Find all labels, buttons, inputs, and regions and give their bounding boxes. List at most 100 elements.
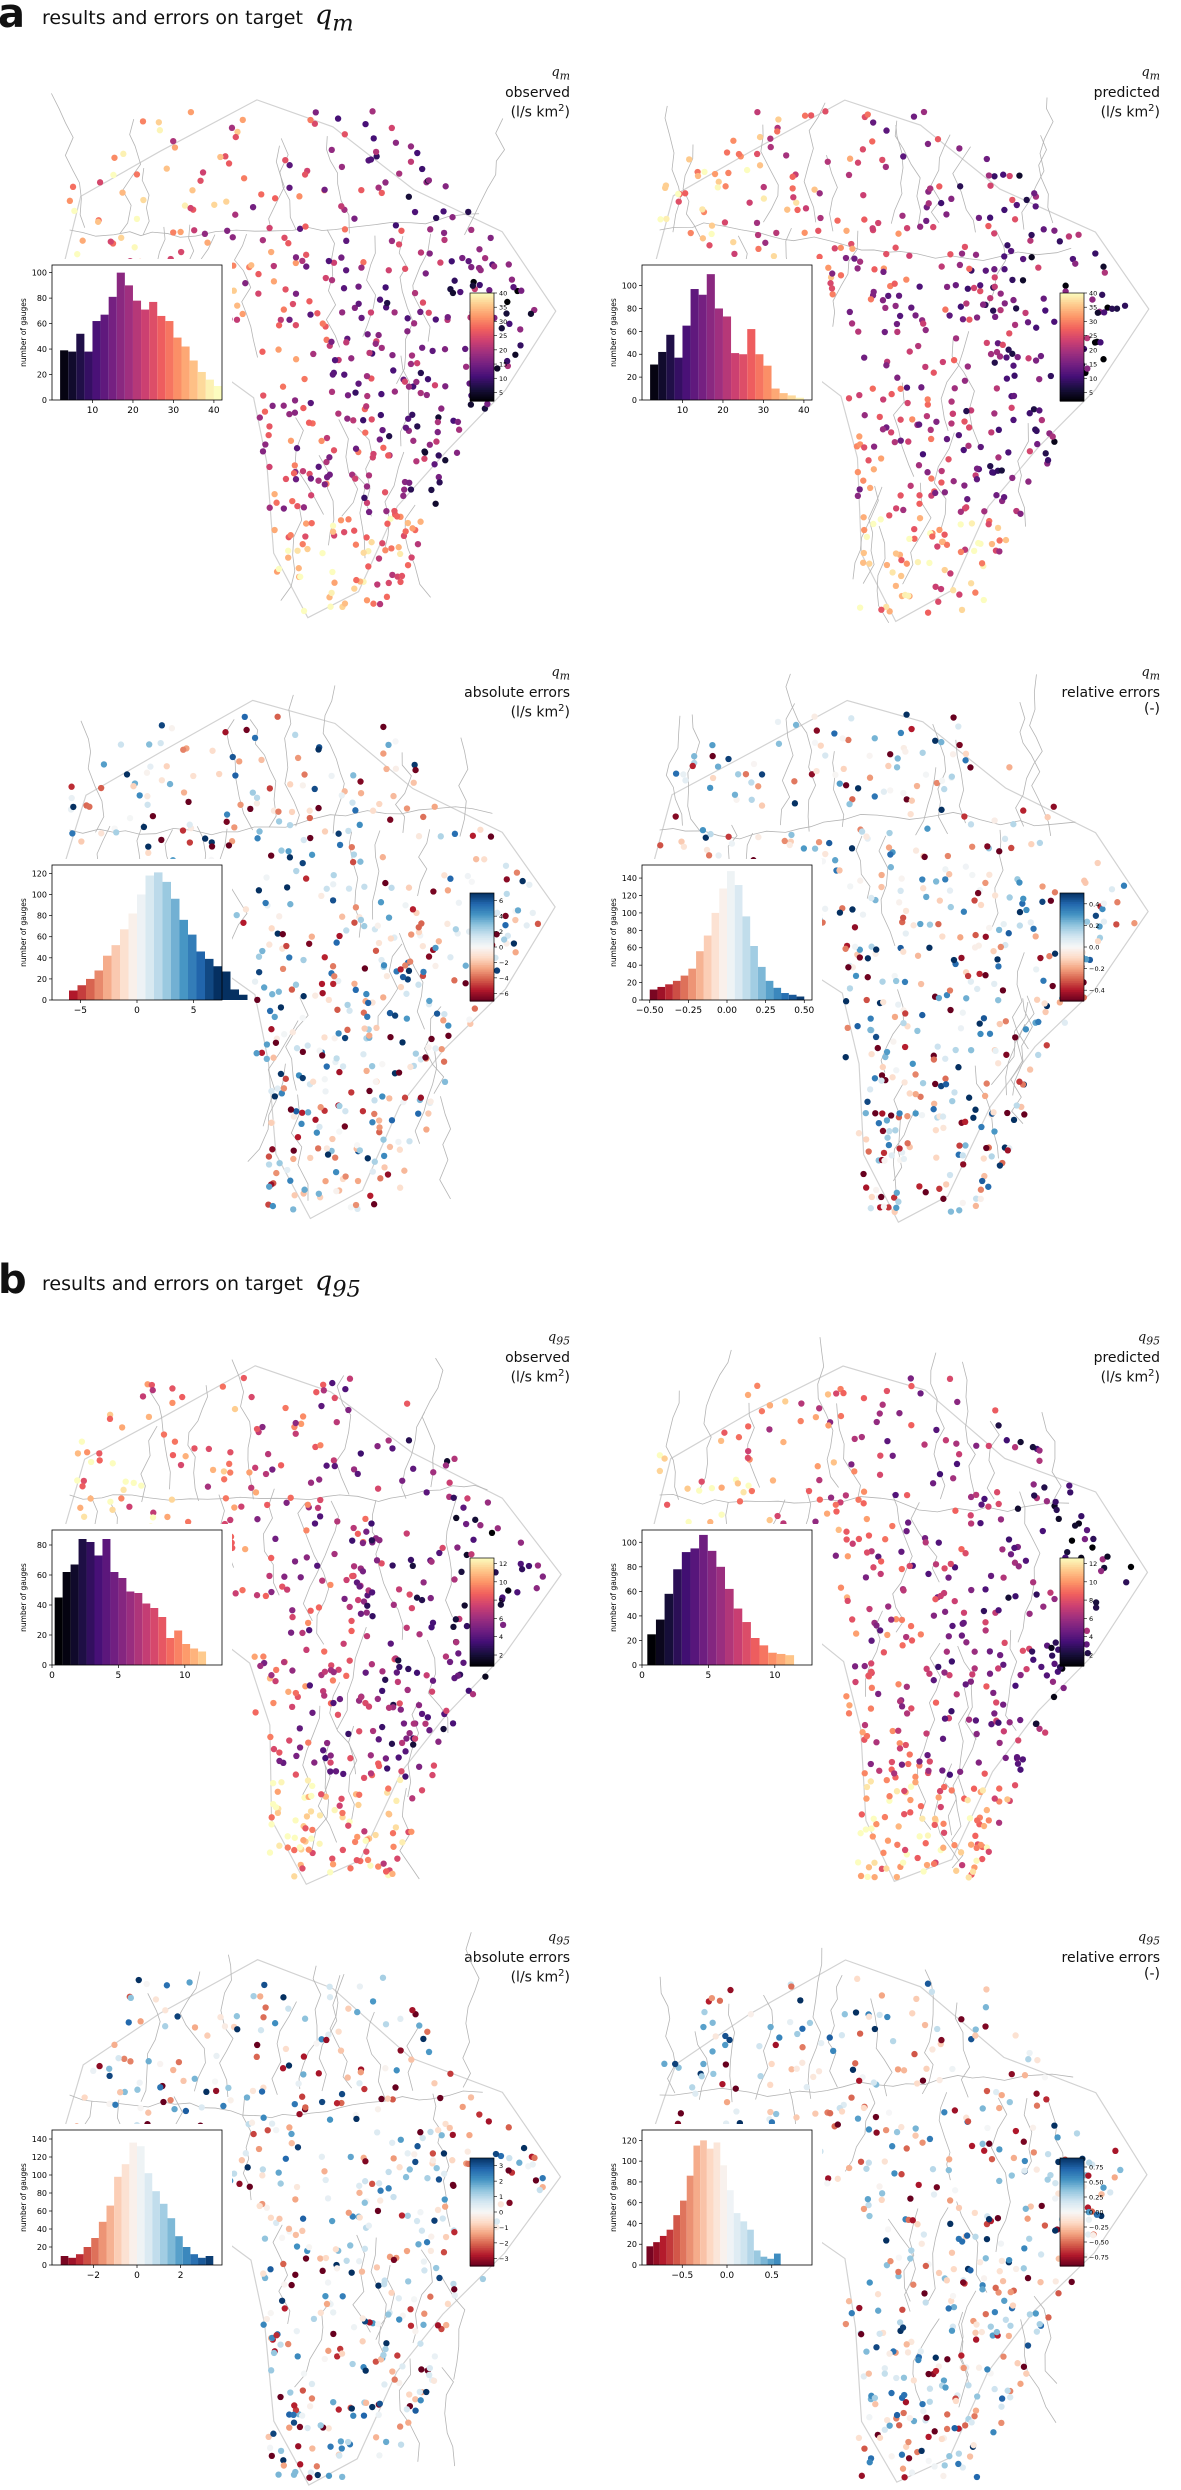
gauge-point — [940, 1113, 946, 1119]
gauge-point — [131, 1480, 137, 1486]
gauge-point — [411, 320, 417, 326]
gauge-point — [960, 1161, 966, 1167]
gauge-point — [338, 2438, 344, 2444]
gauge-point — [262, 408, 268, 414]
gauge-point — [856, 1536, 862, 1542]
gauge-point — [657, 1468, 663, 1474]
gauge-point — [419, 2228, 425, 2234]
gauge-point — [404, 1687, 410, 1693]
gauge-point — [324, 1145, 330, 1151]
gauge-point — [912, 1779, 918, 1785]
gauge-point — [948, 196, 954, 202]
gauge-point — [706, 242, 712, 248]
gauge-point — [866, 1606, 872, 1612]
gauge-point — [905, 1519, 911, 1525]
gauge-point — [817, 190, 823, 196]
gauge-point — [291, 2419, 297, 2425]
gauge-point — [982, 1093, 988, 1099]
gauge-point — [946, 2453, 952, 2459]
gauge-point — [907, 2195, 913, 2201]
gauge-point — [849, 906, 855, 912]
gauge-point — [252, 735, 258, 741]
gauge-point — [1040, 1604, 1046, 1610]
gauge-point — [383, 766, 389, 772]
gauge-point — [970, 1115, 976, 1121]
gauge-point — [297, 1725, 303, 1731]
gauge-point — [352, 389, 358, 395]
gauge-point — [675, 191, 681, 197]
gauge-point — [994, 956, 1000, 962]
gauge-point — [146, 741, 152, 747]
gauge-point — [330, 981, 336, 987]
histogram-bar — [206, 2256, 214, 2265]
gauge-point — [361, 1775, 367, 1781]
gauge-point — [407, 2306, 413, 2312]
histogram-x-tick-label: 10 — [769, 1671, 781, 1681]
gauge-point — [395, 1139, 401, 1145]
gauge-point — [320, 1382, 326, 1388]
gauge-point — [111, 155, 117, 161]
gauge-point — [715, 763, 721, 769]
gauge-point — [335, 1712, 341, 1718]
gauge-point — [267, 785, 273, 791]
gauge-point — [237, 802, 243, 808]
gauge-point — [379, 540, 385, 546]
gauge-point — [369, 2181, 375, 2187]
histogram-y-tick-label: 80 — [37, 912, 47, 921]
gauge-point — [466, 1016, 472, 1022]
histogram-bar — [163, 882, 172, 1000]
gauge-point — [299, 258, 305, 264]
gauge-point — [380, 724, 386, 730]
gauge-point — [470, 1537, 476, 1543]
gauge-point — [343, 1673, 349, 1679]
gauge-point — [735, 771, 741, 777]
gauge-point — [888, 391, 894, 397]
gauge-point — [900, 915, 906, 921]
gauge-point — [352, 807, 358, 813]
gauge-point — [309, 520, 315, 526]
gauge-point — [672, 2061, 678, 2067]
river-line — [81, 721, 104, 833]
gauge-point — [851, 255, 857, 261]
gauge-point — [300, 1015, 306, 1021]
gauge-point — [692, 2091, 698, 2097]
gauge-point — [858, 2159, 864, 2165]
river-line — [396, 752, 412, 833]
gauge-point — [736, 151, 742, 157]
gauge-point — [424, 2029, 430, 2035]
gauge-point — [264, 1041, 270, 1047]
gauge-point — [528, 311, 534, 317]
gauge-point — [936, 1186, 942, 1192]
gauge-point — [477, 827, 483, 833]
gauge-point — [250, 204, 256, 210]
gauge-point — [950, 714, 956, 720]
gauge-point — [254, 997, 260, 1003]
histogram-bar — [772, 389, 780, 400]
gauge-point — [306, 420, 312, 426]
gauge-point — [931, 1056, 937, 1062]
gauge-point — [302, 171, 308, 177]
gauge-point — [903, 1634, 909, 1640]
gauge-point — [269, 991, 275, 997]
gauge-point — [902, 1010, 908, 1016]
gauge-point — [1008, 248, 1014, 254]
gauge-point — [971, 285, 977, 291]
gauge-point — [355, 380, 361, 386]
gauge-point — [1051, 804, 1057, 810]
gauge-point — [935, 136, 941, 142]
gauge-point — [279, 2298, 285, 2304]
gauge-point — [432, 382, 438, 388]
gauge-point — [780, 1439, 786, 1445]
gauge-point — [308, 400, 314, 406]
gauge-point — [715, 184, 721, 190]
gauge-point — [1121, 883, 1127, 889]
gauge-point — [213, 2088, 219, 2094]
gauge-point — [397, 966, 403, 972]
gauge-point — [329, 2218, 335, 2224]
gauge-point — [992, 1407, 998, 1413]
gauge-point — [289, 2140, 295, 2146]
gauge-point — [460, 1660, 466, 1666]
gauge-point — [285, 554, 291, 560]
gauge-point — [451, 1576, 457, 1582]
gauge-point — [355, 1178, 361, 1184]
